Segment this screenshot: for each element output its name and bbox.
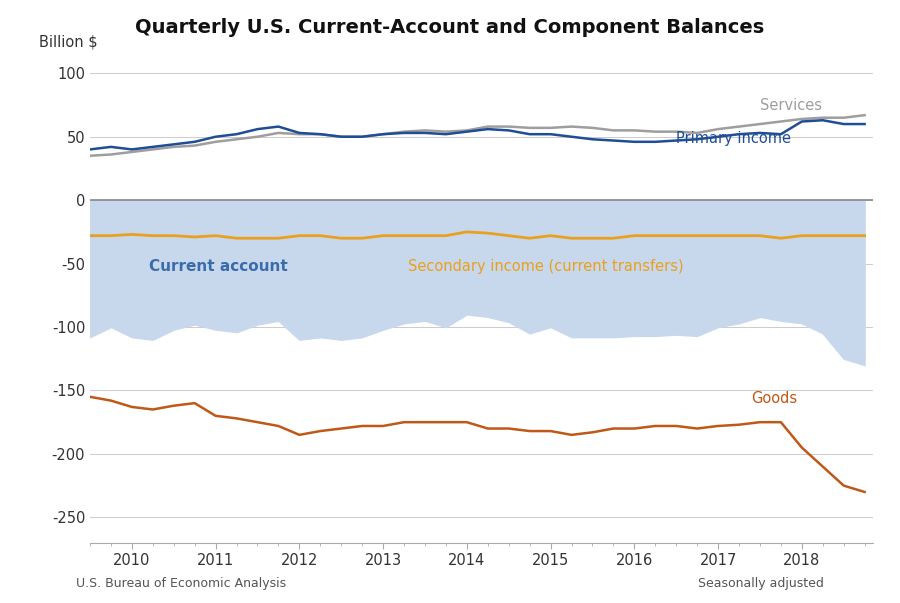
Text: Goods: Goods (752, 391, 797, 406)
Text: Secondary income (current transfers): Secondary income (current transfers) (409, 259, 684, 274)
Text: Seasonally adjusted: Seasonally adjusted (698, 576, 824, 590)
Text: Quarterly U.S. Current-Account and Component Balances: Quarterly U.S. Current-Account and Compo… (135, 18, 765, 37)
Text: Primary income: Primary income (676, 130, 791, 145)
Text: Billion $: Billion $ (39, 34, 98, 49)
Text: U.S. Bureau of Economic Analysis: U.S. Bureau of Economic Analysis (76, 576, 286, 590)
Text: Services: Services (760, 98, 822, 113)
Text: Current account: Current account (148, 259, 287, 274)
